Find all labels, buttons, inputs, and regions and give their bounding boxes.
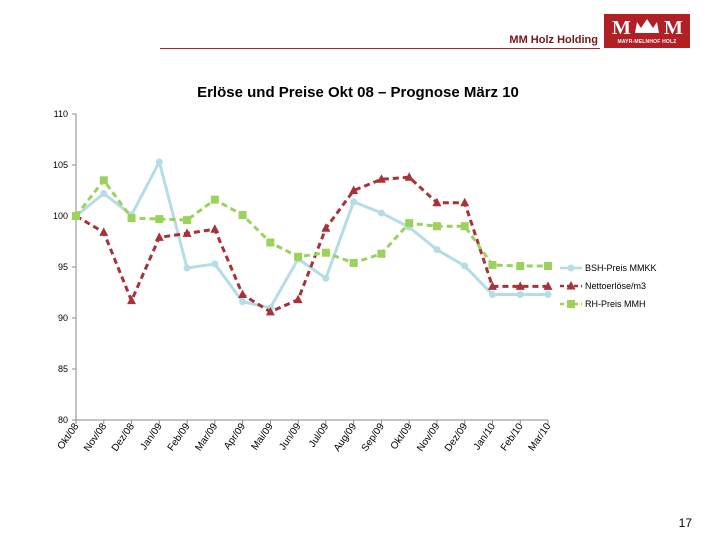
svg-text:M: M	[612, 17, 631, 38]
y-tick-label: 105	[53, 160, 68, 170]
data-point	[515, 281, 525, 290]
x-tick-label: Mai/09	[250, 421, 276, 452]
data-point	[238, 289, 248, 299]
data-point	[377, 209, 385, 217]
data-point	[155, 215, 164, 224]
x-tick-label: Jun/09	[277, 421, 303, 452]
logo-text: MAYR-MELNHOF HOLZ	[617, 39, 677, 45]
chart-title: Erlöse und Preise Okt 08 – Prognose März…	[197, 84, 519, 101]
series-line	[75, 160, 548, 310]
data-point	[127, 214, 136, 223]
header-rule	[160, 48, 600, 49]
data-point	[516, 291, 524, 299]
x-tick-label: Okt/09	[389, 421, 415, 452]
x-tick-label: Nov/09	[415, 421, 442, 454]
svg-text:M: M	[664, 17, 683, 38]
y-tick-label: 80	[58, 415, 68, 425]
data-point	[72, 212, 80, 220]
x-tick-label: Jan/09	[139, 421, 165, 452]
x-tick-label: Feb/09	[166, 421, 193, 453]
x-tick-label: Mar/09	[193, 421, 220, 453]
y-tick-label: 95	[58, 262, 68, 272]
data-point	[99, 176, 108, 185]
logo-crown-icon: M M	[612, 17, 683, 38]
x-tick-label: Aug/09	[332, 421, 359, 454]
data-point	[544, 261, 552, 270]
x-tick-label: Okt/08	[56, 421, 82, 452]
page-number: 17	[678, 516, 692, 530]
series-bsh-preis-mmkk	[72, 158, 552, 312]
x-tick-label: Apr/09	[222, 421, 248, 452]
data-point	[377, 249, 386, 258]
data-point	[322, 274, 330, 282]
x-tick-label: Jul/09	[307, 421, 332, 450]
data-point	[543, 281, 553, 290]
data-point	[183, 216, 192, 225]
x-tick-label: Nov/08	[82, 421, 109, 454]
legend-label: Nettoerlöse/m3	[585, 281, 646, 291]
x-tick-label: Mar/10	[527, 421, 554, 453]
data-point	[461, 262, 469, 270]
data-point	[182, 228, 192, 237]
data-point	[265, 306, 275, 316]
data-point	[404, 172, 414, 181]
data-point	[567, 264, 575, 272]
data-point	[349, 185, 359, 194]
data-point	[433, 246, 441, 254]
y-tick-label: 110	[54, 109, 68, 119]
data-point	[239, 298, 247, 306]
legend-label: RH-Preis MMH	[585, 299, 646, 309]
series-line	[75, 175, 548, 314]
data-point	[567, 300, 575, 308]
data-point	[210, 224, 220, 233]
data-point	[405, 219, 414, 228]
data-point	[100, 190, 108, 198]
data-point	[350, 198, 358, 206]
legend-label: BSH-Preis MMKK	[585, 263, 657, 273]
data-point	[293, 294, 303, 304]
x-tick-label: Feb/10	[499, 421, 526, 453]
data-point	[349, 258, 358, 267]
x-tick-label: Sep/09	[360, 421, 387, 454]
data-point	[376, 174, 386, 183]
data-point	[127, 295, 137, 305]
data-point	[432, 197, 442, 207]
data-point	[566, 281, 576, 290]
y-tick-label: 90	[58, 313, 68, 323]
data-point	[432, 222, 441, 231]
data-point	[321, 248, 330, 257]
data-point	[321, 223, 331, 232]
data-point	[154, 232, 164, 241]
x-tick-label: Dez/08	[110, 421, 137, 454]
y-tick-label: 100	[53, 211, 68, 221]
data-point	[99, 227, 109, 236]
data-point	[266, 238, 275, 247]
y-tick-label: 85	[58, 364, 68, 374]
company-logo: M M MAYR-MELNHOF HOLZ	[604, 14, 690, 48]
data-point	[210, 195, 219, 204]
data-point	[488, 260, 497, 269]
data-point	[155, 158, 163, 166]
data-point	[460, 197, 470, 207]
data-point	[183, 264, 191, 272]
data-point	[516, 261, 525, 270]
data-point	[211, 260, 219, 268]
series-line	[74, 178, 548, 268]
x-tick-label: Dez/09	[443, 421, 470, 454]
series-rh-preis-mmh	[72, 176, 552, 270]
company-name: MM Holz Holding	[509, 34, 598, 46]
data-point	[294, 252, 303, 261]
data-point	[544, 291, 552, 299]
data-point	[487, 281, 497, 290]
x-tick-label: Jan/10	[472, 421, 498, 452]
data-point	[460, 222, 469, 231]
data-point	[488, 291, 496, 299]
data-point	[238, 210, 247, 219]
